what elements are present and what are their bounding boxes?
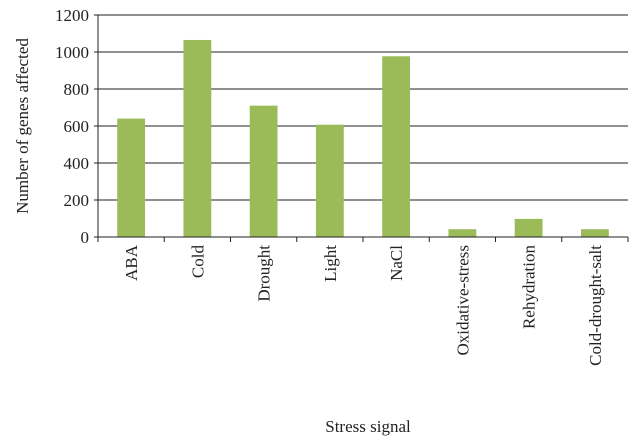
- axes: [94, 14, 629, 242]
- x-tick-label: Rehydration: [520, 245, 539, 330]
- bar: [315, 124, 344, 237]
- y-axis-title: Number of genes affected: [13, 38, 32, 214]
- x-tick-label: ABA: [122, 244, 141, 281]
- x-tick-labels: ABA Cold Drought Light NaCl Oxidative-stress R…: [122, 244, 605, 366]
- bar: [183, 39, 212, 237]
- y-tick-labels: 0 200 400 600 800 1000 1200: [55, 6, 89, 247]
- bars: [117, 39, 609, 238]
- bar: [448, 229, 477, 237]
- y-tick-label: 1000: [55, 43, 89, 62]
- bar: [580, 229, 609, 237]
- x-tick-label: Cold-drought-salt: [586, 245, 605, 366]
- x-axis-title: Stress signal: [325, 417, 411, 436]
- bar: [514, 218, 543, 237]
- x-tick-label: Drought: [255, 245, 274, 302]
- x-tick-label: Oxidative-stress: [453, 245, 472, 355]
- bar: [117, 118, 146, 237]
- y-tick-label: 0: [81, 228, 90, 247]
- y-tick-label: 800: [64, 80, 90, 99]
- y-tick-label: 200: [64, 191, 90, 210]
- gridlines: [98, 14, 628, 201]
- bar: [382, 56, 411, 237]
- y-tick-label: 400: [64, 154, 90, 173]
- y-tick-label: 600: [64, 117, 90, 136]
- x-tick-label: Cold: [188, 245, 207, 279]
- bar: [249, 105, 278, 238]
- x-tick-label: Light: [321, 245, 340, 282]
- x-tick-label: NaCl: [387, 245, 406, 281]
- y-tick-label: 1200: [55, 6, 89, 25]
